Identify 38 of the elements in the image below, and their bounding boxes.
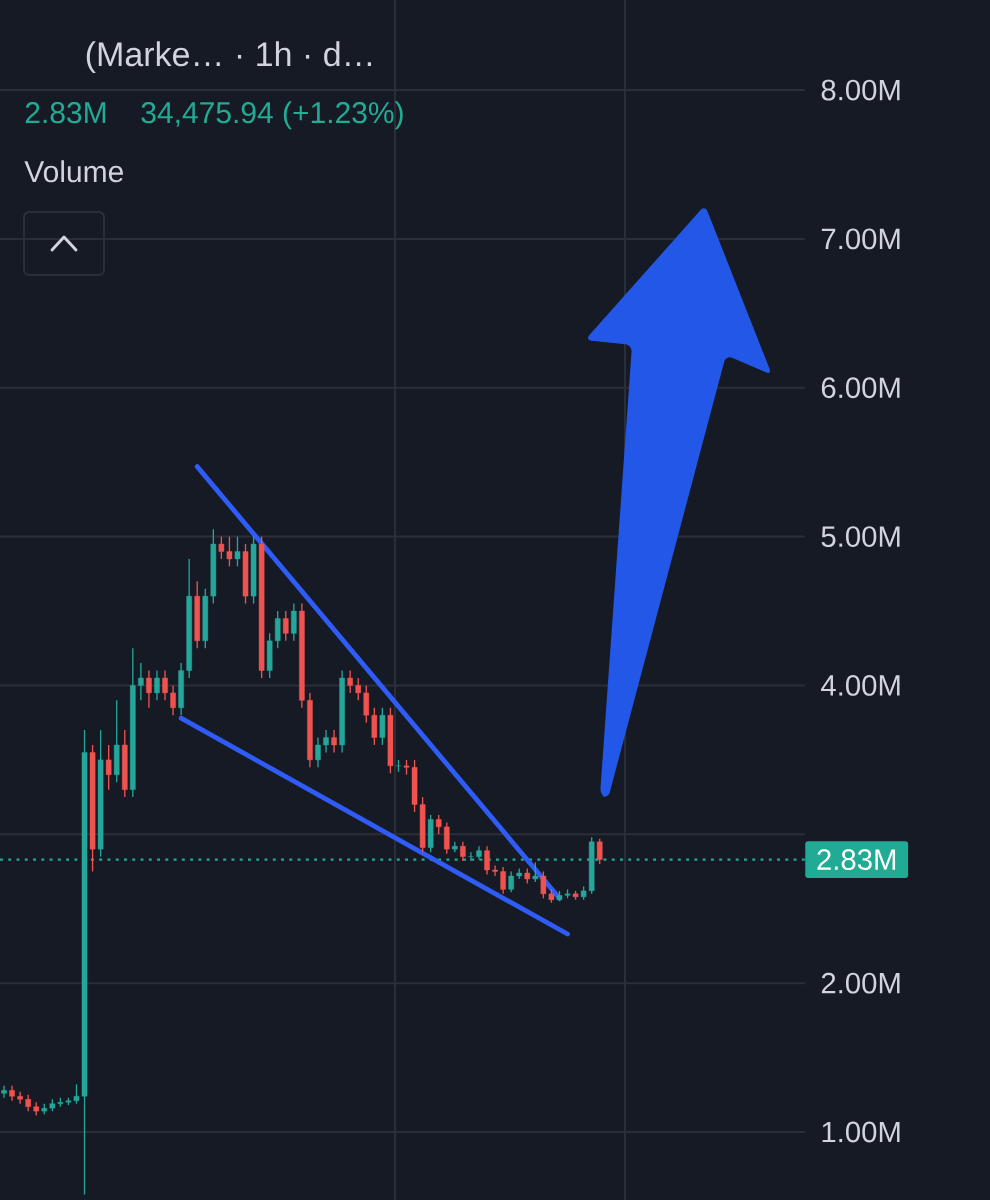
- y-tick-label: 2.00M: [821, 972, 900, 994]
- candlestick: [283, 610, 289, 642]
- candlestick: [532, 861, 539, 883]
- candlestick: [379, 707, 386, 746]
- candlestick: [355, 677, 361, 701]
- candlestick: [444, 821, 450, 855]
- candlestick: [1, 1085, 7, 1099]
- candlestick: [500, 866, 506, 895]
- annotation: 34,475.94 (+1.23%): [141, 101, 403, 130]
- candlestick: [596, 838, 603, 865]
- candlestick: [508, 870, 514, 894]
- candlestick: [291, 602, 297, 642]
- annotation: 2.83M: [25, 102, 106, 124]
- y-tick-label: 1.00M: [822, 1121, 900, 1143]
- y-tick-label: 4.00M: [821, 675, 900, 696]
- candlestick: [154, 669, 160, 701]
- y-tick-label: 8.00M: [821, 79, 900, 101]
- annotation: Volume: [24, 160, 123, 183]
- y-tick-label: 6.00M: [821, 377, 900, 399]
- candlestick: [138, 662, 144, 701]
- candlestick: [460, 841, 466, 862]
- y-tick-label: 7.00M: [821, 228, 900, 250]
- candlestick: [492, 864, 498, 877]
- candlestick: [162, 669, 168, 701]
- candlestick: [347, 669, 353, 694]
- candlestick: [484, 845, 490, 876]
- candlestick: [331, 729, 337, 754]
- candlestick: [323, 729, 329, 754]
- y-tick-label: 5.00M: [821, 526, 900, 547]
- candlestick: [146, 669, 152, 709]
- text: (Marke… · 1h · d…: [86, 41, 371, 74]
- ref-line-label: 2.83M: [817, 849, 896, 870]
- candlestick: [315, 736, 321, 768]
- candlestick: [234, 535, 241, 568]
- candlestick: [105, 744, 112, 791]
- candlestick: [17, 1091, 23, 1105]
- candlestick: [435, 814, 442, 835]
- candlestick: [170, 684, 176, 716]
